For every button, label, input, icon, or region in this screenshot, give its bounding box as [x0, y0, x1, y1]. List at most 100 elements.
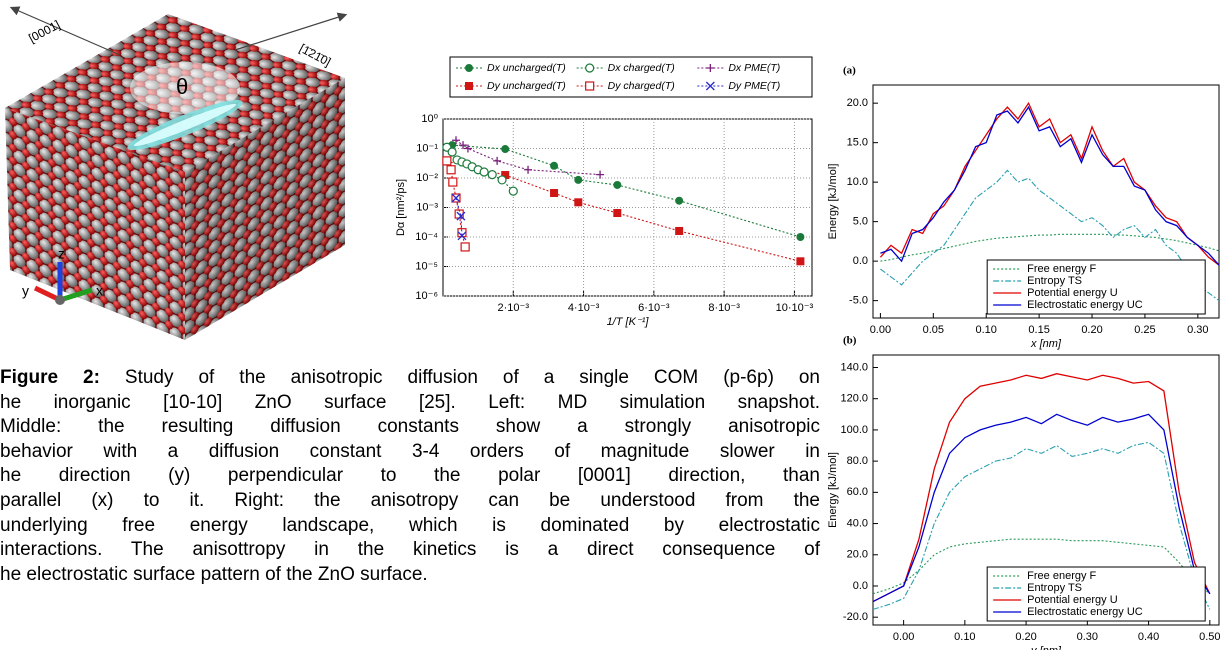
marker	[493, 156, 502, 165]
legend-label: Free energy F	[1027, 570, 1096, 582]
legend-box	[986, 566, 1206, 622]
y-tick-label: 120.0	[840, 393, 868, 405]
y-tick-label: 10⁻⁴	[415, 231, 438, 243]
y-tick-label: 0.0	[853, 580, 868, 592]
caption-text: he electrostatic surface pattern of the …	[0, 563, 428, 585]
series-line	[880, 169, 1219, 302]
marker	[463, 144, 472, 153]
marker	[550, 161, 559, 170]
y-tick-label: 10⁻¹	[416, 142, 438, 154]
caption-text: parallel (x) to it. Right: the anisotrop…	[0, 489, 820, 511]
caption-line: interactions. The anisottropy in the kin…	[0, 538, 820, 563]
marker	[508, 186, 518, 196]
x-tick-label: 0.30	[1077, 631, 1098, 643]
panel-label: (b)	[843, 335, 857, 347]
legend-marker	[706, 64, 715, 72]
caption-line: Figure 2: Study of the anisotropic diffu…	[0, 366, 820, 391]
x-tick-label: 6·10⁻³	[638, 302, 670, 314]
marker	[501, 145, 510, 154]
marker	[456, 211, 466, 221]
marker	[524, 165, 533, 174]
x-tick-label: 2·10⁻³	[498, 302, 530, 314]
caption-text: underlying free energy landscape, which …	[0, 514, 820, 536]
series-line	[880, 105, 1219, 266]
x-tick-label: 0.10	[976, 324, 997, 336]
y-axis-label: Energy [kJ/mol]	[827, 452, 839, 528]
x-tick-label: 0.20	[1015, 631, 1036, 643]
x-tick-label: 0.50	[1199, 631, 1220, 643]
y-tick-label: 20.0	[847, 549, 868, 561]
cube-right	[185, 78, 345, 340]
y-tick-label: 10⁻²	[416, 172, 438, 184]
legend-marker	[585, 81, 595, 91]
marker	[442, 156, 452, 166]
y-tick-label: -5.0	[849, 295, 868, 307]
caption-line: he direction (y) perpendicular to the po…	[0, 464, 820, 489]
marker	[574, 175, 583, 184]
series-line	[452, 144, 801, 238]
marker	[457, 231, 467, 241]
y-tick-label: -20.0	[843, 611, 868, 623]
y-tick-label: 140.0	[840, 361, 868, 373]
marker	[796, 233, 805, 241]
marker	[447, 147, 457, 157]
y-tick-label: 100.0	[840, 424, 868, 436]
x-axis-label: y [nm]	[1030, 645, 1062, 650]
cube-left	[5, 108, 185, 340]
series-line	[873, 373, 1211, 603]
legend-box	[986, 259, 1206, 315]
y-tick-label: 5.0	[853, 216, 868, 228]
axis-label: z	[58, 246, 65, 262]
y-tick-label: 60.0	[847, 486, 868, 498]
legend-label: Electrostatic energy UC	[1027, 606, 1143, 618]
caption: Figure 2: Study of the anisotropic diffu…	[0, 366, 820, 587]
legend-label: Entropy TS	[1027, 582, 1082, 594]
caption-text: he direction (y) perpendicular to the po…	[0, 465, 820, 487]
series-line	[879, 101, 1219, 266]
legend-label: Potential energy U	[1027, 287, 1118, 299]
legend-marker	[465, 64, 473, 72]
marker	[675, 196, 684, 205]
direction-arrow	[234, 12, 348, 51]
marker	[675, 226, 684, 235]
x-axis-label: 1/T [K⁻¹]	[607, 316, 650, 328]
marker	[550, 189, 559, 198]
marker	[459, 141, 468, 150]
marker	[613, 209, 622, 218]
theta-label: θ	[176, 74, 188, 99]
legend-marker	[705, 81, 715, 91]
x-tick-label: 0.00	[870, 324, 891, 336]
marker	[487, 170, 497, 180]
cube-shade	[185, 78, 345, 340]
y-tick-label: 40.0	[847, 517, 868, 529]
legend-label: Electrostatic energy UC	[1027, 299, 1143, 311]
plot-frame	[872, 84, 1220, 319]
legend-marker	[465, 82, 473, 90]
axis-triad	[33, 262, 93, 305]
y-tick-label: 10⁻⁵	[415, 260, 438, 272]
legend-label: Dy uncharged(T)	[487, 80, 566, 92]
molecule	[127, 99, 243, 151]
snapshot: [0001] [1̄21̄0] θ z y x	[5, 6, 348, 340]
caption-text: he inorganic [10-10] ZnO surface [25]. L…	[0, 391, 820, 413]
caption-lead: Figure 2:	[0, 367, 100, 388]
axis-label: x	[96, 283, 103, 299]
marker	[460, 242, 470, 252]
y-tick-label: 10.0	[847, 176, 868, 188]
marker	[479, 167, 489, 177]
x-tick-label: 8·10⁻³	[708, 302, 740, 314]
x-tick-label: 4·10⁻³	[568, 302, 600, 314]
caption-line: he electrostatic surface pattern of the …	[0, 563, 820, 588]
x-tick-label: 0.40	[1138, 631, 1159, 643]
caption-line: Middle: the resulting diffusion constant…	[0, 415, 820, 440]
legend-label: Free energy F	[1027, 263, 1096, 275]
caption-text: Middle: the resulting diffusion constant…	[0, 416, 820, 438]
panel-label: (a)	[843, 65, 856, 77]
marker	[501, 171, 510, 180]
y-tick-label: 80.0	[847, 455, 868, 467]
series-line	[873, 538, 1211, 595]
caption-text: Study of the anisotropic diffusion of a …	[99, 367, 821, 388]
x-tick-label: 0.15	[1028, 324, 1049, 336]
